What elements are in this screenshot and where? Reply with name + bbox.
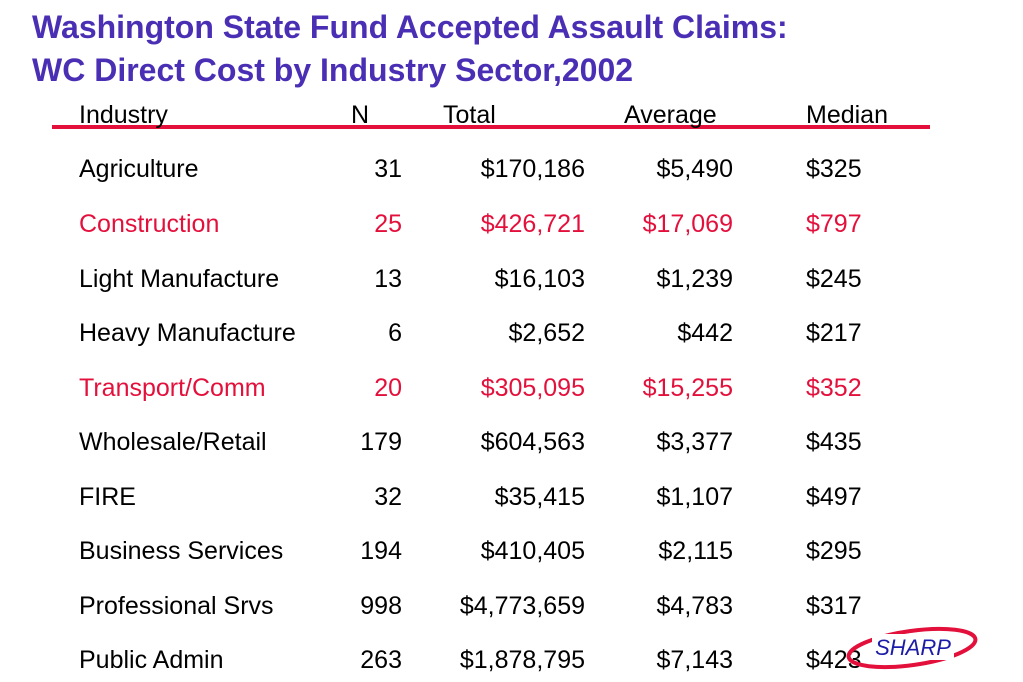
header-average: Average (624, 101, 717, 129)
table-row: Business Services 194 $410,405 $2,115 $2… (0, 531, 1023, 571)
n-cell: 6 (388, 319, 402, 347)
n-cell: 20 (374, 374, 402, 402)
industry-cell: Heavy Manufacture (79, 319, 296, 347)
n-cell: 13 (374, 265, 402, 293)
table-row: Public Admin 263 $1,878,795 $7,143 $423 (0, 640, 1023, 680)
table-row: Agriculture 31 $170,186 $5,490 $325 (0, 149, 1023, 189)
median-cell: $317 (806, 592, 862, 620)
logo-text-backdrop (872, 634, 954, 660)
table-header-row: Industry N Total Average Median (0, 95, 1023, 135)
median-cell: $325 (806, 155, 862, 183)
sharp-logo-icon: SHARP (846, 626, 978, 670)
average-cell: $1,107 (656, 483, 733, 511)
industry-cell: Agriculture (79, 155, 199, 183)
table-row: FIRE 32 $35,415 $1,107 $497 (0, 477, 1023, 517)
total-cell: $604,563 (480, 428, 585, 456)
industry-cell: Light Manufacture (79, 265, 280, 293)
average-cell: $17,069 (642, 210, 733, 238)
average-cell: $3,377 (656, 428, 733, 456)
title-line-2: WC Direct Cost by Industry Sector,2002 (32, 52, 634, 88)
total-cell: $305,095 (480, 374, 585, 402)
median-cell: $352 (806, 374, 862, 402)
industry-cell: FIRE (79, 483, 136, 511)
n-cell: 263 (360, 646, 402, 674)
table-row: Light Manufacture 13 $16,103 $1,239 $245 (0, 259, 1023, 299)
median-cell: $435 (806, 428, 862, 456)
total-cell: $4,773,659 (459, 592, 585, 620)
average-cell: $15,255 (642, 374, 733, 402)
median-cell: $245 (806, 265, 862, 293)
total-cell: $170,186 (480, 155, 585, 183)
table-row: Heavy Manufacture 6 $2,652 $442 $217 (0, 313, 1023, 353)
average-cell: $5,490 (656, 155, 733, 183)
total-cell: $2,652 (508, 319, 585, 347)
n-cell: 31 (374, 155, 402, 183)
average-cell: $2,115 (658, 537, 733, 565)
header-underline (52, 125, 930, 129)
total-cell: $426,721 (480, 210, 585, 238)
title-line-1: Washington State Fund Accepted Assault C… (32, 9, 788, 45)
n-cell: 194 (360, 537, 402, 565)
total-cell: $35,415 (494, 483, 585, 511)
average-cell: $1,239 (656, 265, 733, 293)
median-cell: $797 (806, 210, 862, 238)
logo-swoosh (846, 626, 978, 670)
industry-cell: Professional Srvs (79, 592, 274, 620)
industry-cell: Construction (79, 210, 220, 238)
n-cell: 25 (374, 210, 402, 238)
total-cell: $1,878,795 (459, 646, 585, 674)
industry-cell: Wholesale/Retail (79, 428, 267, 456)
average-cell: $442 (677, 319, 733, 347)
n-cell: 32 (374, 483, 402, 511)
median-cell: $217 (806, 319, 862, 347)
header-n: N (351, 101, 370, 129)
industry-cell: Business Services (79, 537, 284, 565)
logo-text: SHARP (875, 635, 951, 660)
table-row: Professional Srvs 998 $4,773,659 $4,783 … (0, 586, 1023, 626)
table-row: Wholesale/Retail 179 $604,563 $3,377 $43… (0, 422, 1023, 462)
industry-cell: Transport/Comm (79, 374, 266, 402)
table-row: Transport/Comm 20 $305,095 $15,255 $352 (0, 368, 1023, 408)
table-row: Construction 25 $426,721 $17,069 $797 (0, 204, 1023, 244)
n-cell: 998 (360, 592, 402, 620)
header-total: Total (443, 101, 496, 129)
median-cell: $295 (806, 537, 862, 565)
total-cell: $16,103 (494, 265, 585, 293)
n-cell: 179 (360, 428, 402, 456)
industry-cell: Public Admin (79, 646, 224, 674)
header-median: Median (806, 101, 888, 129)
average-cell: $7,143 (656, 646, 733, 674)
average-cell: $4,783 (656, 592, 733, 620)
page-title: Washington State Fund Accepted Assault C… (32, 6, 788, 92)
median-cell: $497 (806, 483, 862, 511)
total-cell: $410,405 (480, 537, 585, 565)
header-industry: Industry (79, 101, 168, 129)
